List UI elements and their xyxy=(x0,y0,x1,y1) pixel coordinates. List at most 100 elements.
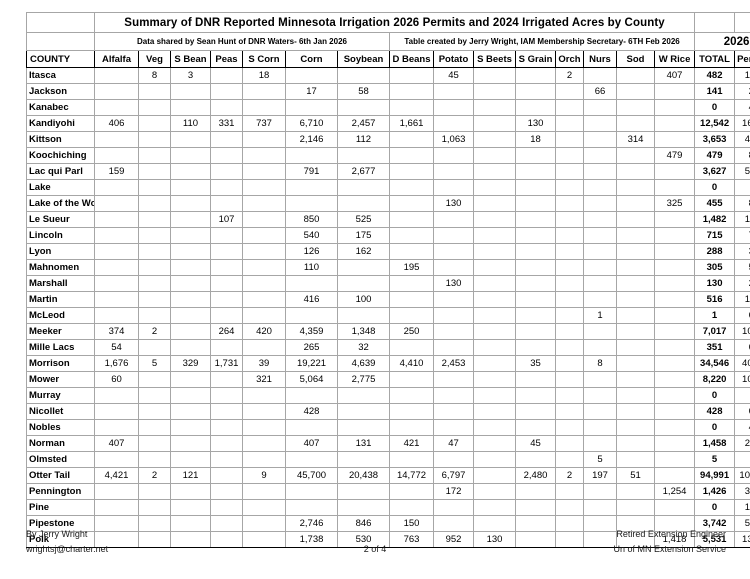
cell-corn: 540 xyxy=(285,227,338,244)
cell-s-bean xyxy=(170,243,211,260)
cell-soybean: 2,457 xyxy=(337,115,390,132)
irrigation-summary-table: Summary of DNR Reported Minnesota Irriga… xyxy=(26,12,750,548)
cell-peas xyxy=(210,195,243,212)
permited-cell: 1,555 xyxy=(734,67,750,84)
cell-sod xyxy=(616,83,655,100)
cell-alfalfa xyxy=(94,499,139,516)
cell-orch xyxy=(555,195,584,212)
county-name-cell: Morrison xyxy=(26,355,95,372)
county-name-cell: McLeod xyxy=(26,307,95,324)
cell-corn xyxy=(285,195,338,212)
total-cell: 1 xyxy=(694,307,736,324)
cell-orch xyxy=(555,387,584,404)
cell-s-bean xyxy=(170,419,211,436)
cell-orch xyxy=(555,499,584,516)
cell-orch xyxy=(555,179,584,196)
cell-w-rice xyxy=(653,179,696,196)
cell-w-rice xyxy=(653,435,696,452)
cell-soybean xyxy=(337,307,390,324)
total-cell: 1,426 xyxy=(694,483,736,500)
cell-d-beans xyxy=(389,195,434,212)
cell-s-bean xyxy=(170,451,211,468)
cell-sod xyxy=(616,99,655,116)
county-name-cell: Lincoln xyxy=(26,227,95,244)
cell-soybean xyxy=(337,499,390,516)
cell-nurs xyxy=(583,291,617,308)
cell-s-corn xyxy=(242,499,286,516)
cell-nurs xyxy=(583,275,617,292)
total-cell: 482 xyxy=(694,67,736,84)
cell-s-beets xyxy=(473,419,516,436)
cell-d-beans: 4,410 xyxy=(389,355,434,372)
total-cell: 0 xyxy=(694,99,736,116)
cell-s-bean xyxy=(170,99,211,116)
cell-sod xyxy=(616,355,655,372)
cell-s-grain xyxy=(515,483,556,500)
cell-w-rice xyxy=(653,243,696,260)
cell-s-corn xyxy=(242,131,286,148)
permited-cell: 1,848 xyxy=(734,211,750,228)
cell-s-bean: 329 xyxy=(170,355,211,372)
county-name-cell: Olmsted xyxy=(26,451,95,468)
cell-orch xyxy=(555,275,584,292)
column-header-s-beets: S Beets xyxy=(473,50,516,68)
cell-s-bean xyxy=(170,131,211,148)
cell-sod xyxy=(616,387,655,404)
cell-sod xyxy=(616,371,655,388)
cell-veg: 2 xyxy=(138,323,171,340)
cell-soybean: 112 xyxy=(337,131,390,148)
cell-d-beans xyxy=(389,339,434,356)
permited-cell: 16,710 xyxy=(734,115,750,132)
cell-corn xyxy=(285,307,338,324)
cell-soybean xyxy=(337,147,390,164)
cell-orch xyxy=(555,83,584,100)
cell-w-rice xyxy=(653,131,696,148)
cell-d-beans xyxy=(389,403,434,420)
cell-sod xyxy=(616,243,655,260)
cell-d-beans xyxy=(389,163,434,180)
cell-sod xyxy=(616,307,655,324)
total-cell: 7,017 xyxy=(694,323,736,340)
cell-s-corn xyxy=(242,483,286,500)
cell-peas xyxy=(210,451,243,468)
permited-cell: 396 xyxy=(734,243,750,260)
cell-veg: 2 xyxy=(138,467,171,484)
cell-s-beets xyxy=(473,275,516,292)
cell-corn: 17 xyxy=(285,83,338,100)
cell-s-beets xyxy=(473,211,516,228)
cell-d-beans xyxy=(389,419,434,436)
cell-corn: 428 xyxy=(285,403,338,420)
cell-s-bean: 110 xyxy=(170,115,211,132)
cell-alfalfa xyxy=(94,99,139,116)
cell-soybean: 2,677 xyxy=(337,163,390,180)
cell-w-rice xyxy=(653,99,696,116)
cell-s-corn: 39 xyxy=(242,355,286,372)
column-header-nurs: Nurs xyxy=(583,50,617,68)
cell-s-corn xyxy=(242,419,286,436)
county-name-cell: Koochiching xyxy=(26,147,95,164)
cell-sod xyxy=(616,451,655,468)
cell-d-beans: 421 xyxy=(389,435,434,452)
county-name-cell: Kanabec xyxy=(26,99,95,116)
cell-nurs: 197 xyxy=(583,467,617,484)
cell-peas xyxy=(210,371,243,388)
cell-s-bean xyxy=(170,483,211,500)
cell-s-beets xyxy=(473,355,516,372)
cell-nurs xyxy=(583,435,617,452)
cell-veg xyxy=(138,115,171,132)
cell-alfalfa xyxy=(94,195,139,212)
cell-nurs xyxy=(583,99,617,116)
cell-s-grain xyxy=(515,419,556,436)
cell-veg xyxy=(138,499,171,516)
cell-w-rice xyxy=(653,323,696,340)
cell-corn xyxy=(285,499,338,516)
cell-potato xyxy=(433,115,474,132)
cell-d-beans xyxy=(389,483,434,500)
cell-sod xyxy=(616,227,655,244)
cell-s-grain xyxy=(515,451,556,468)
cell-veg xyxy=(138,211,171,228)
cell-orch xyxy=(555,483,584,500)
cell-alfalfa: 60 xyxy=(94,371,139,388)
county-name-cell: Murray xyxy=(26,387,95,404)
